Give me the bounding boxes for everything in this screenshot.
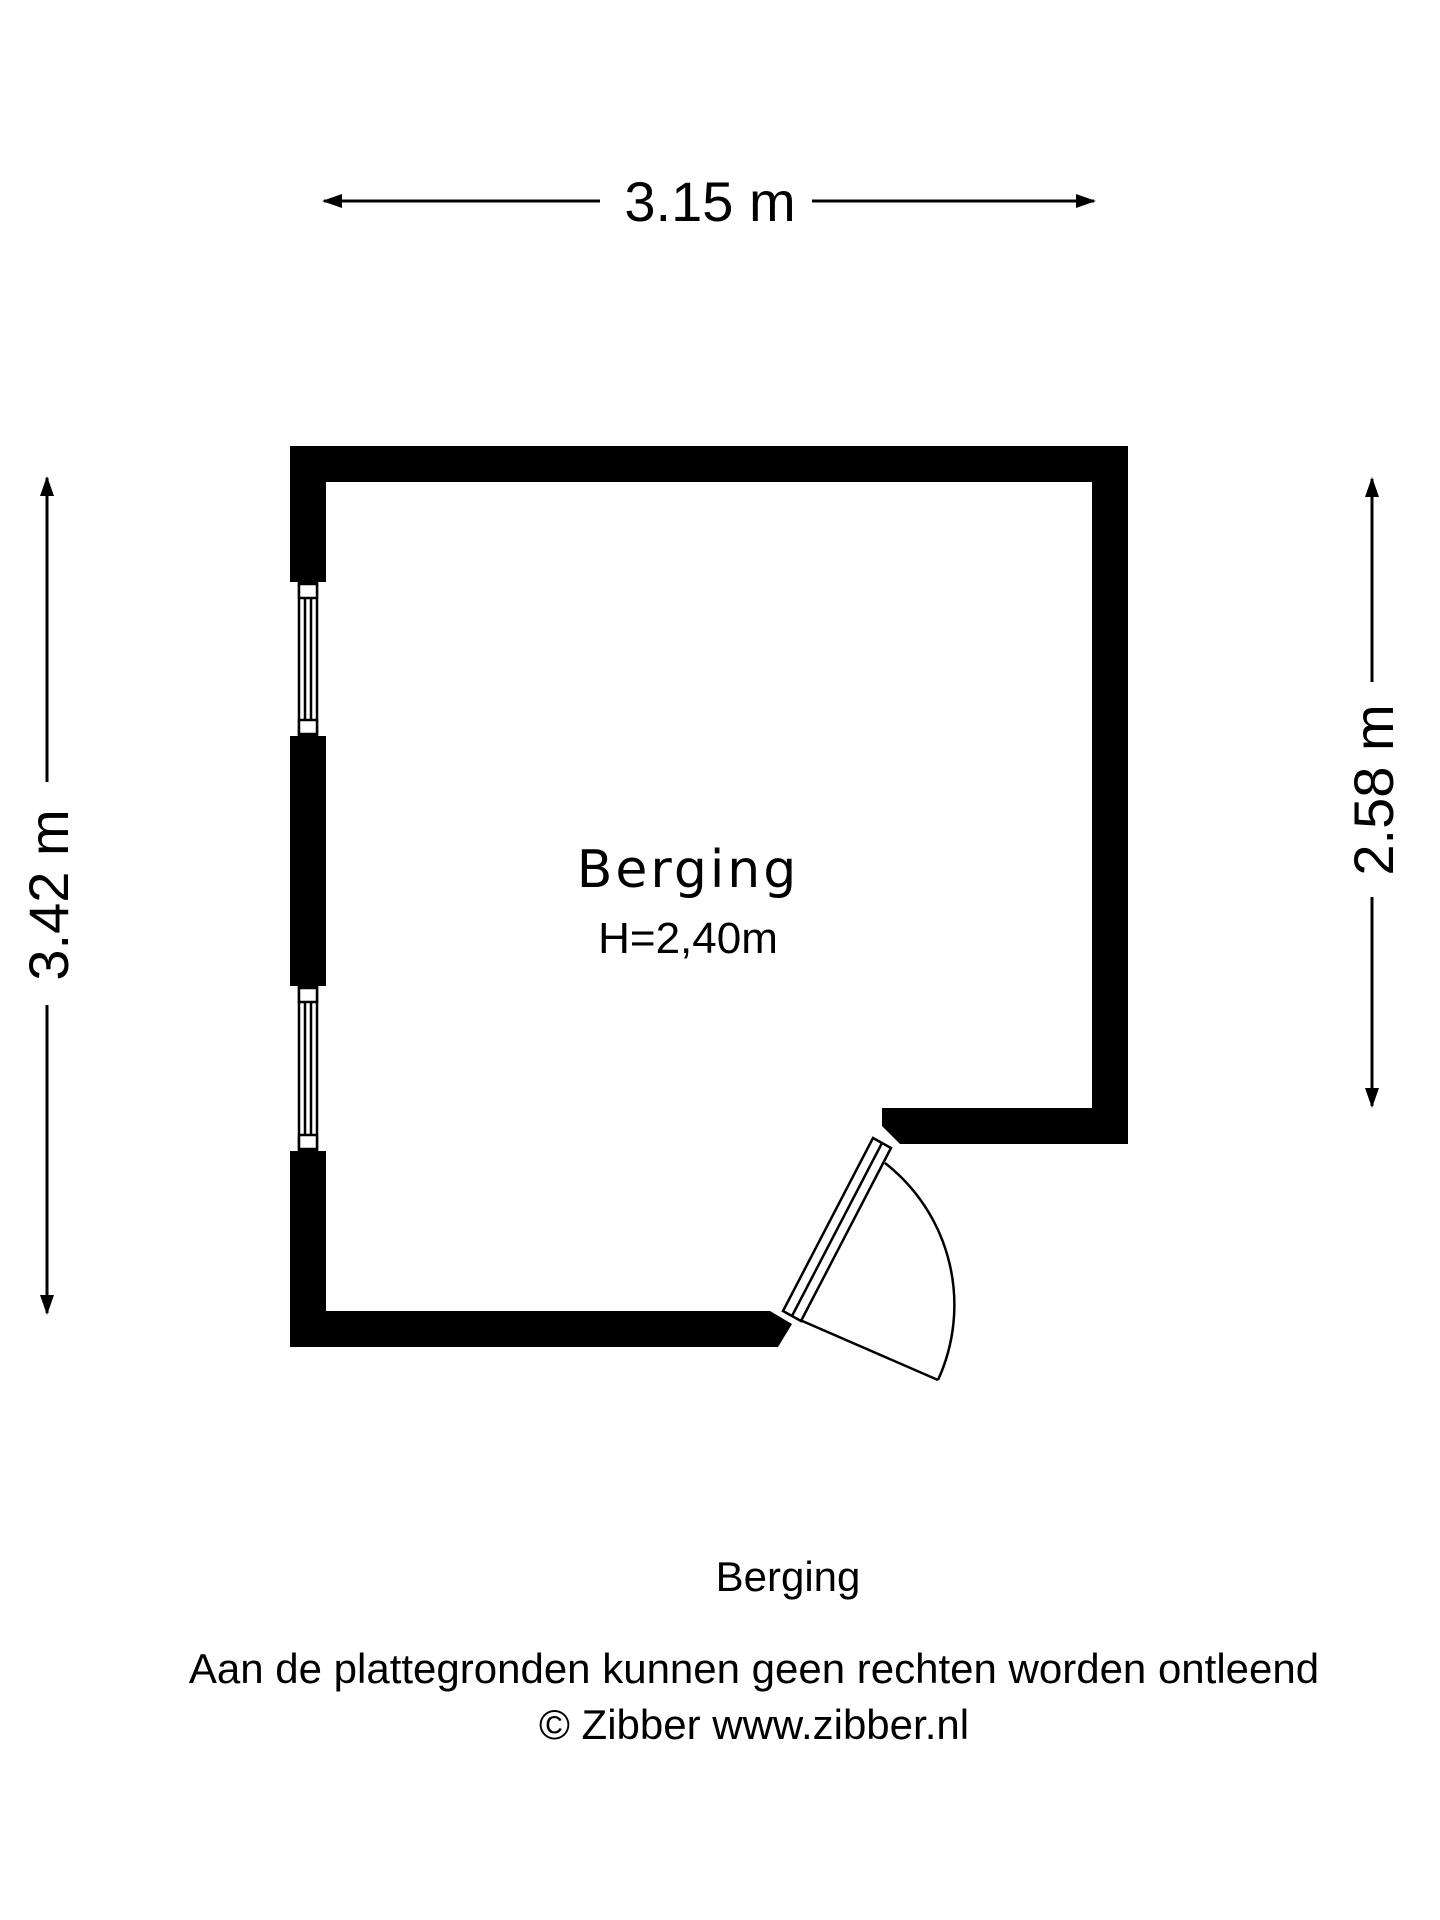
window-lower: [297, 984, 319, 1153]
door-leaf: [799, 1318, 939, 1382]
dimension-width-label: 3.15 m: [624, 170, 795, 233]
walls: [290, 446, 1128, 1347]
door-frame-inner: [790, 1142, 884, 1317]
wall-bottom: [290, 1311, 792, 1347]
floor-title: Berging: [715, 1553, 861, 1600]
window-upper: [297, 580, 319, 738]
dimension-depth-right-label: 2.58 m: [1342, 704, 1405, 875]
wall-top: [290, 446, 1128, 482]
disclaimer-text: Aan de plattegronden kunnen geen rechten…: [188, 1645, 1320, 1692]
room-height: H=2,40m: [598, 914, 778, 963]
door-swing-arc: [884, 1162, 956, 1381]
room-name: Berging: [577, 840, 800, 900]
wall-right: [1092, 446, 1128, 1144]
copyright-text: © Zibber www.zibber.nl: [538, 1701, 970, 1748]
wall-left-upper: [290, 446, 326, 582]
wall-left-middle: [290, 736, 326, 986]
door: [781, 1136, 956, 1382]
wall-step: [882, 1108, 1128, 1144]
dimension-depth-left: 3.42 m: [17, 476, 80, 1315]
dimension-depth-right: 2.58 m: [1342, 477, 1405, 1108]
dimension-width: 3.15 m: [322, 170, 1096, 233]
dimension-depth-left-label: 3.42 m: [17, 809, 80, 980]
